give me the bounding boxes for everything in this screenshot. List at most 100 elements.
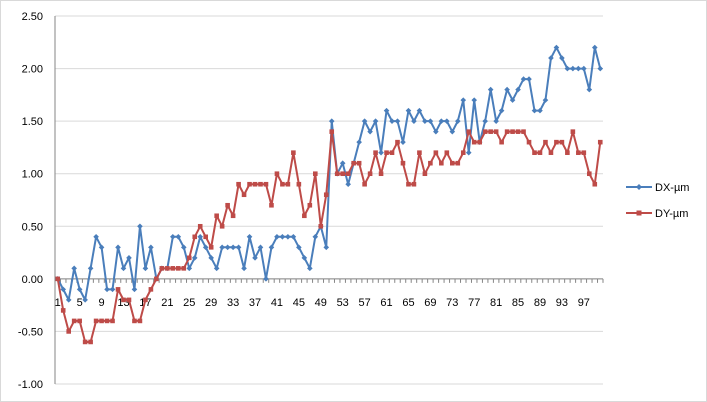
- data-point: [115, 244, 121, 251]
- data-point: [170, 234, 176, 240]
- data-point: [477, 139, 482, 145]
- data-point: [225, 202, 230, 208]
- data-point: [87, 265, 94, 272]
- data-point: [340, 171, 345, 177]
- data-point: [291, 150, 296, 155]
- data-point: [493, 118, 499, 124]
- data-point: [246, 234, 253, 240]
- x-tick-label: 73: [446, 297, 458, 309]
- data-point: [531, 107, 538, 114]
- data-point: [471, 139, 477, 145]
- data-point: [121, 297, 126, 303]
- data-point: [274, 234, 280, 240]
- data-point: [202, 244, 209, 251]
- x-tick-label: 77: [468, 297, 480, 309]
- data-point: [180, 244, 187, 251]
- data-point: [592, 181, 598, 187]
- data-point: [361, 118, 368, 124]
- data-point: [460, 97, 467, 103]
- data-point: [482, 118, 488, 124]
- data-point: [197, 234, 204, 240]
- legend-marker: [636, 184, 642, 190]
- x-tick-label: 1: [55, 297, 61, 309]
- data-point: [488, 129, 493, 134]
- data-point: [438, 118, 445, 124]
- data-point: [433, 128, 439, 135]
- data-point: [137, 318, 143, 324]
- y-tick-label: 1.00: [22, 169, 43, 181]
- data-point: [110, 318, 115, 324]
- data-point: [406, 181, 411, 187]
- data-point: [318, 223, 324, 229]
- data-point: [454, 118, 461, 124]
- x-tick-label: 85: [512, 297, 524, 309]
- data-point: [395, 139, 400, 145]
- data-point: [339, 160, 346, 166]
- data-point: [548, 55, 554, 61]
- data-point: [274, 171, 280, 177]
- data-point: [181, 266, 187, 271]
- data-point: [576, 150, 581, 155]
- data-point: [526, 76, 532, 82]
- data-point: [154, 276, 159, 282]
- data-point: [400, 139, 406, 145]
- x-tick-label: 61: [380, 297, 392, 309]
- x-tick-label: 89: [534, 297, 546, 309]
- y-tick-label: 0.00: [22, 274, 43, 286]
- data-point: [465, 149, 472, 156]
- data-point: [411, 118, 417, 124]
- data-point: [466, 129, 472, 134]
- data-point: [176, 266, 181, 271]
- data-point: [554, 139, 559, 145]
- data-point: [132, 318, 137, 324]
- y-tick-label: 2.00: [22, 64, 43, 76]
- data-point: [345, 181, 351, 188]
- data-point: [581, 65, 587, 72]
- data-point: [597, 65, 604, 72]
- data-point: [372, 118, 379, 124]
- data-point: [553, 44, 560, 51]
- data-point: [323, 192, 329, 198]
- x-tick-label: 29: [205, 297, 217, 309]
- data-point: [76, 286, 83, 293]
- data-point: [258, 181, 263, 187]
- x-tick-label: 33: [227, 297, 239, 309]
- x-tick-label: 57: [358, 297, 370, 309]
- data-point: [444, 150, 450, 155]
- data-point: [384, 150, 389, 155]
- data-point: [252, 181, 258, 187]
- data-point: [537, 107, 543, 114]
- data-point: [137, 223, 143, 230]
- data-point: [378, 149, 384, 156]
- data-point: [323, 244, 330, 251]
- data-point: [509, 97, 516, 103]
- series-line: [56, 130, 602, 343]
- data-point: [99, 318, 104, 324]
- data-point: [471, 97, 478, 103]
- x-tick-label: 9: [99, 297, 105, 309]
- data-point: [433, 150, 439, 155]
- y-tick-label: -1.00: [18, 379, 43, 391]
- x-tick-label: 45: [293, 297, 305, 309]
- data-point: [570, 65, 576, 72]
- legend-label: DY-µm: [655, 208, 688, 220]
- data-point: [405, 107, 412, 114]
- data-point: [565, 150, 570, 155]
- data-point: [82, 297, 88, 303]
- data-point: [192, 234, 198, 240]
- data-point: [334, 171, 340, 177]
- series-2: [55, 129, 603, 345]
- data-point: [394, 118, 401, 124]
- data-point: [230, 244, 236, 251]
- data-point: [312, 234, 319, 240]
- x-tick-label: 53: [337, 297, 349, 309]
- legend-item: DY-µm: [626, 208, 688, 220]
- series-lines: [54, 44, 604, 345]
- data-point: [307, 202, 313, 208]
- data-point: [296, 244, 302, 251]
- data-point: [515, 129, 521, 134]
- data-point: [356, 160, 362, 166]
- data-point: [520, 76, 527, 82]
- data-point: [88, 339, 93, 345]
- data-point: [328, 118, 335, 124]
